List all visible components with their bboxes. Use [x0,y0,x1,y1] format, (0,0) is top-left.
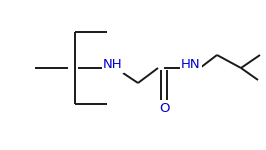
Text: NH: NH [103,58,123,72]
Text: O: O [159,102,169,114]
Text: HN: HN [181,58,201,72]
